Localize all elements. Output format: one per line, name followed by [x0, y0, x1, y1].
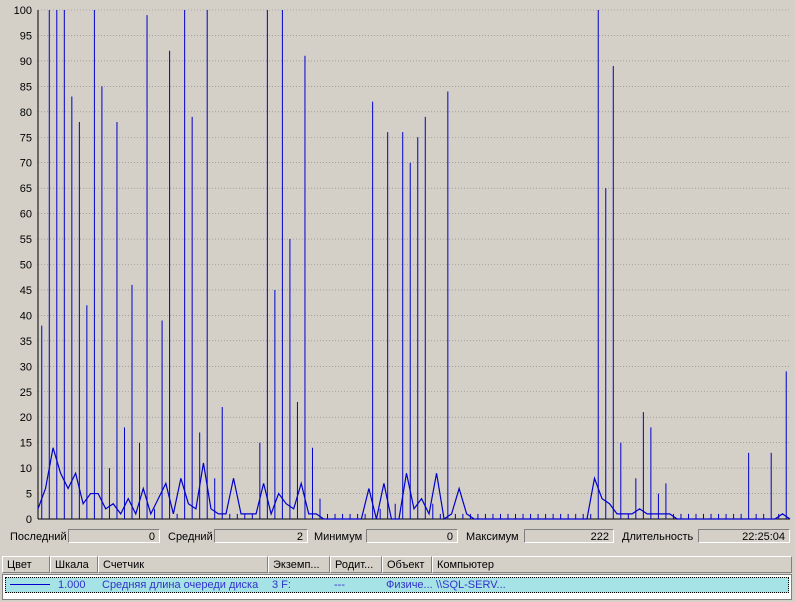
y-tick-label: 10 [20, 463, 32, 475]
column-header-computer[interactable]: Компьютер [432, 556, 792, 573]
column-header-object[interactable]: Объект [382, 556, 432, 573]
y-tick-label: 65 [20, 183, 32, 195]
y-tick-label: 30 [20, 361, 32, 373]
y-tick-label: 45 [20, 285, 32, 297]
y-tick-label: 20 [20, 412, 32, 424]
y-tick-label: 0 [26, 514, 32, 524]
row-counter: Средняя длина очереди диска [102, 579, 259, 591]
average-value: 2 [214, 529, 308, 543]
y-tick-label: 100 [14, 5, 32, 17]
duration-label: Длительность [622, 531, 694, 543]
y-tick-label: 90 [20, 56, 32, 68]
legend-header: Цвет Шкала Счетчик Экземп... Родит... Об… [2, 556, 792, 574]
y-tick-label: 85 [20, 81, 32, 93]
y-tick-label: 80 [20, 107, 32, 119]
y-tick-label: 15 [20, 438, 32, 450]
legend-list: 1.000 Средняя длина очереди диска 3 F: -… [2, 574, 792, 600]
row-instance: 3 F: [272, 579, 291, 591]
average-label: Средний [168, 531, 213, 543]
y-tick-label: 70 [20, 158, 32, 170]
y-tick-label: 5 [26, 489, 32, 501]
last-value: 0 [68, 529, 160, 543]
maximum-value: 222 [524, 529, 614, 543]
maximum-label: Максимум [466, 531, 519, 543]
series-color-swatch [10, 584, 50, 585]
y-tick-label: 55 [20, 234, 32, 246]
performance-chart: 0 5 10 15 20 25 30 35 40 45 50 55 60 65 70 75 80 85 90 95 10… [14, 5, 791, 524]
last-label: Последний [10, 531, 67, 543]
y-tick-label: 25 [20, 387, 32, 399]
stats-bar: Последний 0 Средний 2 Минимум 0 Максимум… [0, 527, 795, 547]
column-header-instance[interactable]: Экземп... [268, 556, 330, 573]
column-header-color[interactable]: Цвет [2, 556, 50, 573]
y-tick-label: 40 [20, 310, 32, 322]
duration-value: 22:25:04 [698, 529, 790, 543]
row-scale: 1.000 [58, 579, 86, 591]
y-tick-label: 75 [20, 132, 32, 144]
y-tick-label: 60 [20, 209, 32, 221]
minimum-value: 0 [366, 529, 458, 543]
y-tick-label: 95 [20, 30, 32, 42]
row-object: Физиче... [386, 579, 432, 591]
chart-svg: 0 5 10 15 20 25 30 35 40 45 50 55 60 65 70 75 80 85 90 95 10… [14, 5, 791, 524]
y-tick-label: 50 [20, 260, 32, 272]
column-header-parent[interactable]: Родит... [330, 556, 382, 573]
legend-row-selected[interactable]: 1.000 Средняя длина очереди диска 3 F: -… [5, 577, 789, 593]
y-tick-label: 35 [20, 336, 32, 348]
row-parent: --- [334, 579, 345, 591]
row-computer: \\SQL-SERV... [436, 579, 506, 591]
plot-area [38, 10, 790, 519]
column-header-counter[interactable]: Счетчик [98, 556, 268, 573]
series-line [37, 447, 791, 521]
column-header-scale[interactable]: Шкала [50, 556, 98, 573]
minimum-label: Минимум [314, 531, 363, 543]
